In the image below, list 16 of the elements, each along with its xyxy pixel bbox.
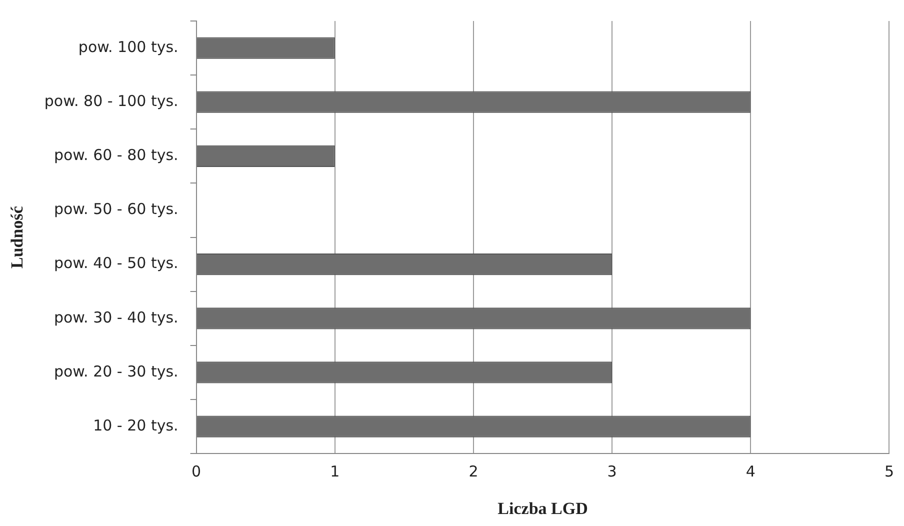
x-axis-title: Liczba LGD	[498, 499, 588, 518]
x-tick-label: 2	[468, 462, 478, 480]
x-tick-label: 5	[884, 462, 894, 480]
y-tick-label: pow. 40 - 50 tys.	[54, 254, 178, 272]
y-tick-label: pow. 20 - 30 tys.	[54, 362, 178, 380]
x-tick-label: 1	[330, 462, 340, 480]
y-tick-label: pow. 60 - 80 tys.	[54, 146, 178, 164]
y-tick-label: 10 - 20 tys.	[93, 416, 178, 434]
y-tick-label: pow. 30 - 40 tys.	[54, 308, 178, 326]
y-tick-label: pow. 100 tys.	[78, 38, 178, 56]
y-tick-label: pow. 50 - 60 tys.	[54, 200, 178, 218]
x-tick-label: 4	[746, 462, 756, 480]
x-tick-label: 0	[192, 462, 202, 480]
y-axis-title: Ludność	[8, 206, 27, 268]
x-tick-label: 3	[607, 462, 617, 480]
y-tick-label: pow. 80 - 100 tys.	[44, 92, 178, 110]
